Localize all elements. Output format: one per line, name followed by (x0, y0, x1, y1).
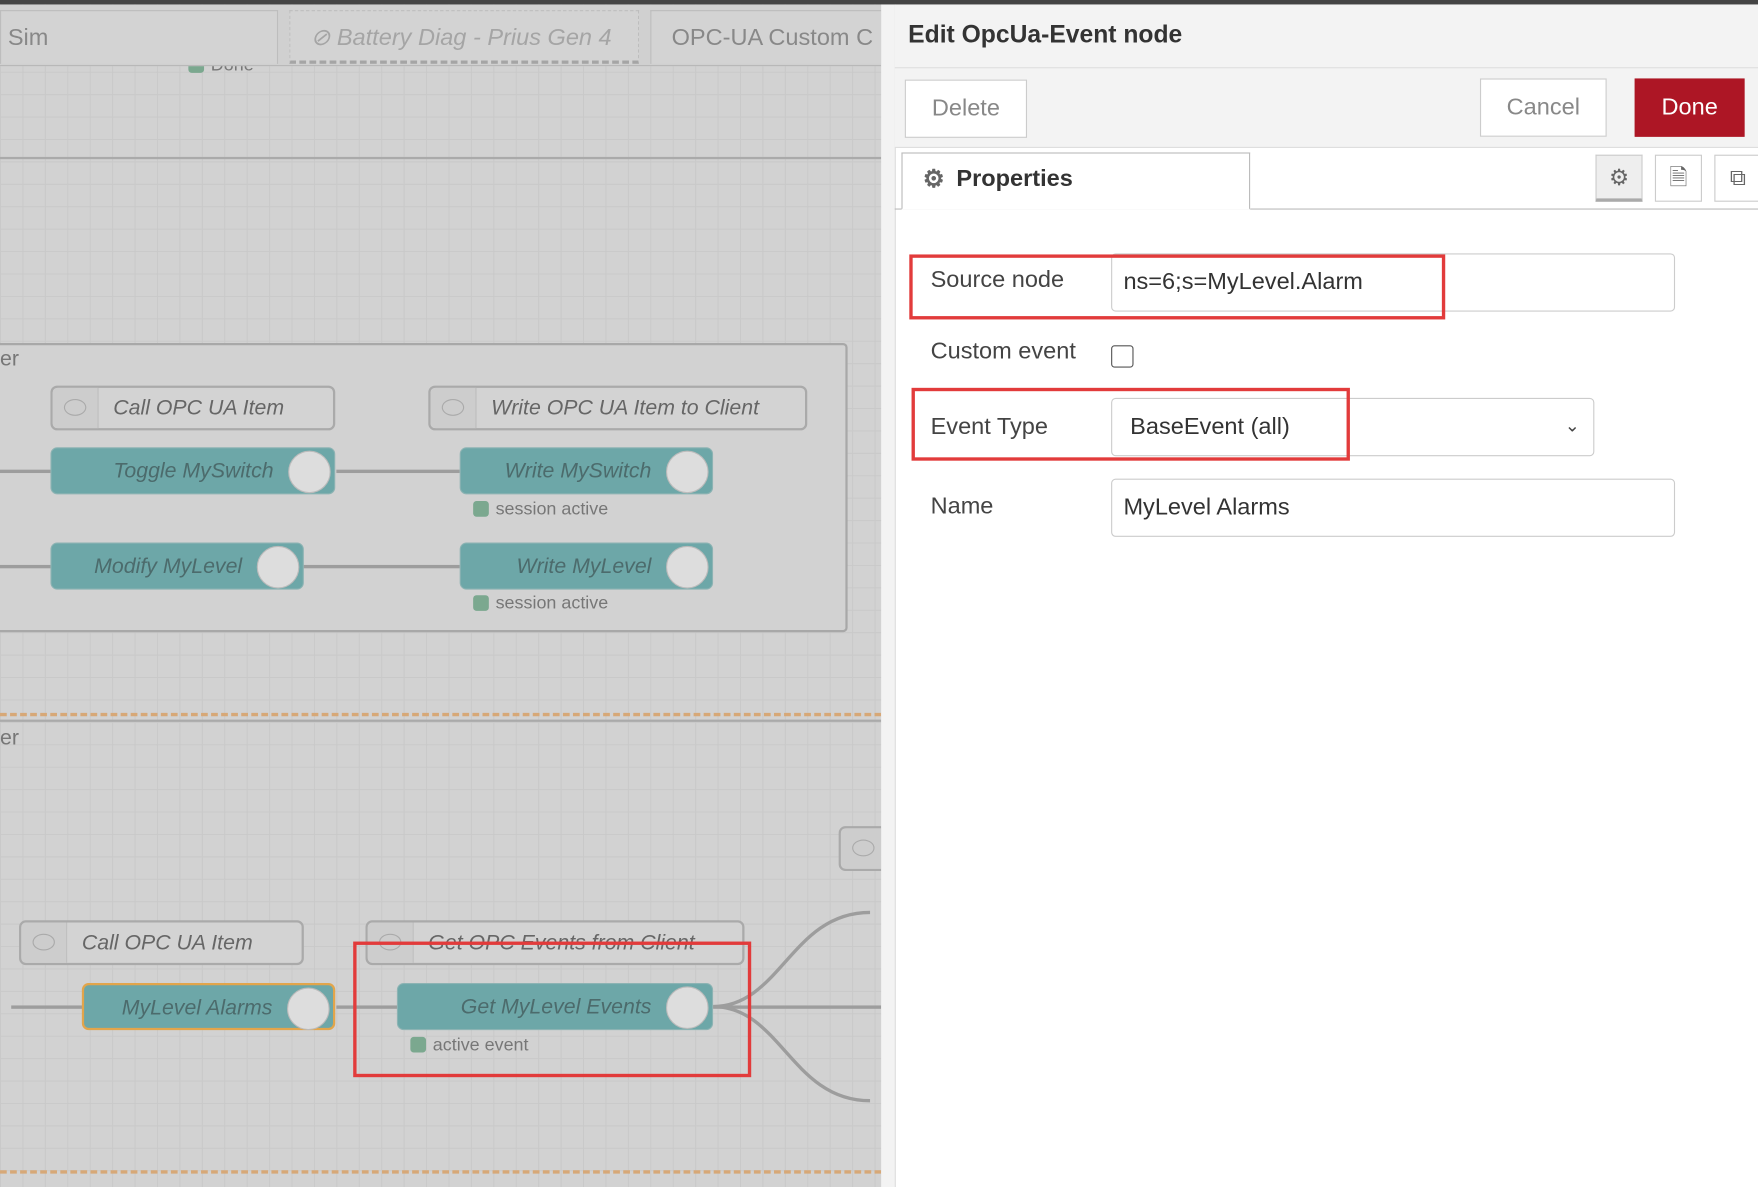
node-status: session active (473, 594, 608, 614)
node-status: active event (410, 1035, 529, 1056)
node-label: MyLevel Alarms (121, 996, 273, 1021)
comment-text: Call OPC UA Item (113, 396, 285, 421)
event-type-value: BaseEvent (all) (1130, 413, 1290, 440)
wire[interactable] (0, 469, 51, 474)
settings-tab-button[interactable]: ⚙ (1595, 154, 1643, 202)
source-node-input[interactable]: ns=6;s=MyLevel.Alarm (1111, 253, 1676, 312)
tab-label: Properties (956, 165, 1073, 192)
highlight-box (911, 387, 1350, 461)
node-status: session active (473, 500, 608, 520)
opcua-logo-icon (288, 450, 331, 494)
comment-icon (21, 922, 68, 963)
wire[interactable] (336, 469, 460, 474)
group-border (0, 719, 882, 722)
name-input[interactable]: MyLevel Alarms (1111, 478, 1676, 537)
chevron-down-icon: ⌄ (1564, 416, 1580, 437)
workspace-tab[interactable]: OPC-UA Custom C (650, 10, 886, 64)
wire[interactable] (302, 564, 460, 569)
panel-resize-handle[interactable] (881, 4, 896, 1187)
opcua-logo-icon (287, 987, 330, 1031)
panel-header: Edit OpcUa-Event node (894, 4, 1758, 69)
custom-event-label: Custom event (930, 338, 1076, 365)
opcua-logo-icon (665, 986, 709, 1029)
wire[interactable] (336, 1005, 399, 1009)
group-border (0, 156, 882, 160)
opcua-node[interactable]: Toggle MySwitch (50, 447, 336, 495)
panel-toolbar: Delete Cancel Done (894, 68, 1758, 148)
status-text: active event (432, 1035, 529, 1055)
wire[interactable] (0, 564, 51, 569)
opcua-node[interactable]: Write MyLevel (459, 542, 714, 590)
gear-icon: ⚙ (1608, 165, 1630, 191)
done-button[interactable]: Done (1634, 78, 1745, 137)
node-label: Modify MyLevel (94, 554, 243, 579)
node-label: Toggle MySwitch (113, 459, 274, 484)
wire[interactable] (713, 1005, 882, 1009)
event-type-select[interactable]: BaseEvent (all) ⌄ (1111, 397, 1595, 457)
workspace-tab[interactable]: Sim (0, 10, 279, 64)
workspace-tab-disabled[interactable]: ⊘ Battery Diag - Prius Gen 4 (289, 10, 640, 64)
frame-icon: ⧉ (1729, 165, 1746, 191)
tab-properties[interactable]: ⚙ Properties (901, 152, 1251, 210)
comment-node[interactable]: Write OPC UA Item to Client (428, 385, 808, 431)
opcua-node[interactable]: Modify MyLevel (50, 542, 304, 590)
workspace-tabs: Sim ⊘ Battery Diag - Prius Gen 4 OPC-UA … (0, 4, 886, 67)
opcua-node-selected[interactable]: MyLevel Alarms (81, 983, 336, 1031)
appearance-tab-button[interactable]: ⧉ (1714, 154, 1758, 202)
wires-curved[interactable] (713, 901, 881, 1125)
highlight-box (909, 254, 1446, 320)
node-label: Write MySwitch (504, 459, 652, 484)
panel-title: Edit OpcUa-Event node (908, 20, 1183, 49)
group-border-dashed (0, 1170, 882, 1174)
comment-text: Call OPC UA Item (81, 931, 253, 956)
gear-icon: ⚙ (922, 164, 945, 193)
opcua-node[interactable]: Get MyLevel Events (396, 983, 714, 1031)
group-label: er (0, 347, 19, 372)
opcua-logo-icon (665, 545, 709, 589)
event-type-label: Event Type (930, 413, 1048, 440)
comment-text: Write OPC UA Item to Client (491, 396, 760, 421)
comment-icon (840, 828, 882, 869)
wire[interactable] (11, 1005, 85, 1009)
opcua-node[interactable]: Write MySwitch (459, 447, 714, 495)
comment-node[interactable] (838, 826, 882, 871)
opcua-logo-icon (665, 450, 709, 494)
delete-button[interactable]: Delete (904, 79, 1028, 138)
highlight-box (353, 941, 752, 1078)
name-label: Name (930, 493, 994, 519)
top-bar (0, 0, 1758, 5)
comment-icon (52, 387, 99, 429)
status-text: session active (495, 499, 609, 519)
cancel-button[interactable]: Cancel (1479, 78, 1607, 137)
node-label: Write MyLevel (516, 554, 652, 579)
node-label: Get MyLevel Events (460, 995, 652, 1019)
comment-node[interactable]: Call OPC UA Item (19, 920, 304, 966)
document-icon: 🗎 (1669, 165, 1688, 191)
flow-canvas[interactable]: Done er Call OPC UA Item Write OPC UA It… (0, 4, 882, 1187)
group-label: er (0, 726, 19, 750)
comment-node[interactable]: Call OPC UA Item (50, 385, 336, 431)
opcua-logo-icon (256, 545, 300, 589)
custom-event-checkbox[interactable] (1111, 345, 1134, 368)
status-text: session active (495, 594, 609, 614)
source-node-label: Source node (930, 266, 1065, 293)
group-border-dashed (0, 712, 882, 717)
comment-icon (430, 387, 477, 429)
description-tab-button[interactable]: 🗎 (1654, 154, 1702, 202)
panel-tabs: ⚙ Properties ⚙ 🗎 ⧉ (894, 148, 1758, 210)
